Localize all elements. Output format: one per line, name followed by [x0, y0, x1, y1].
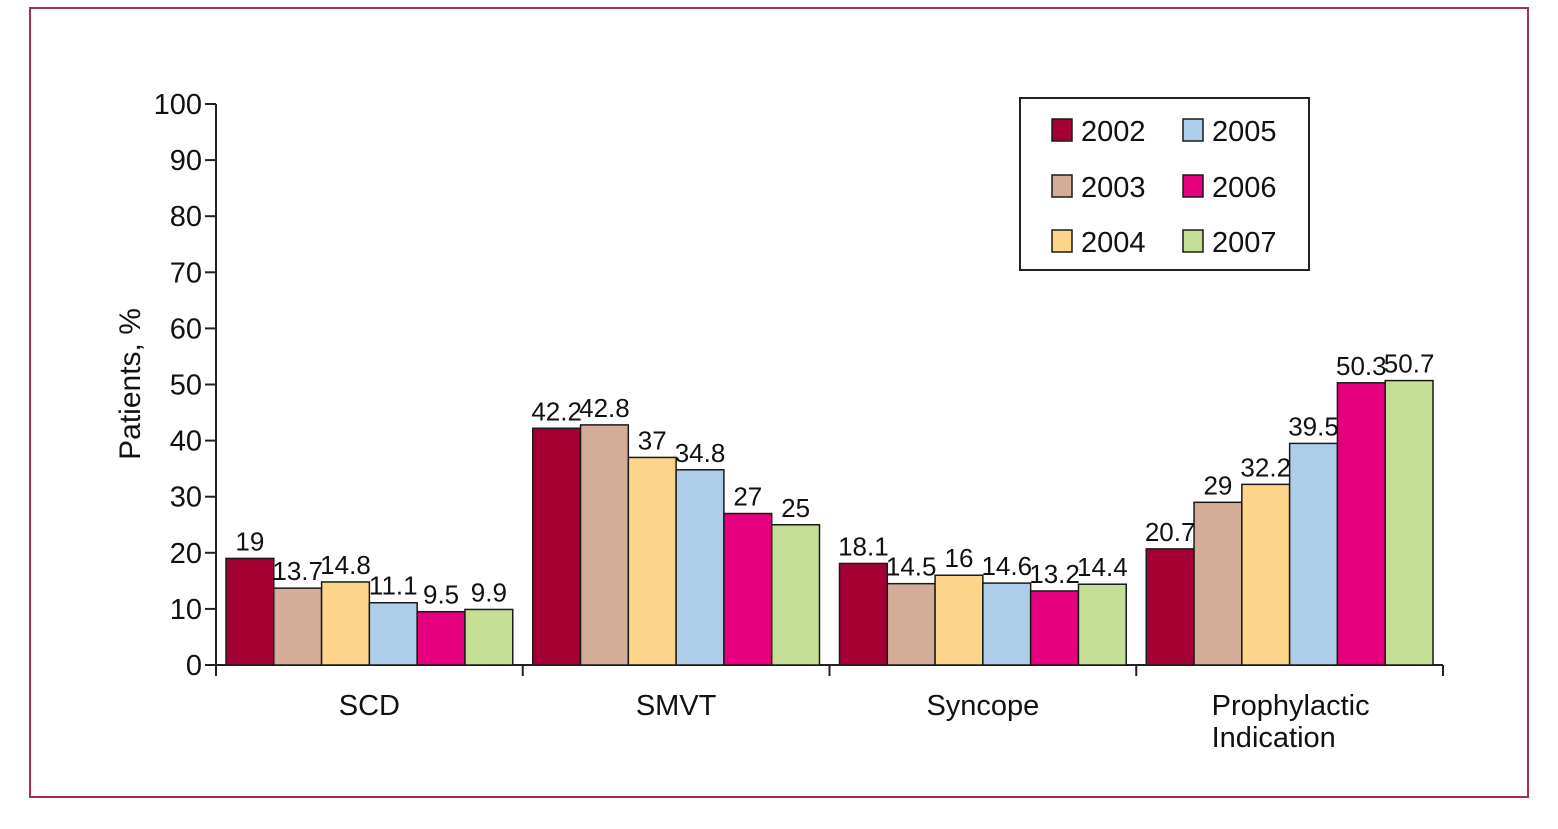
bar-value-label: 11.1 — [369, 571, 418, 601]
bar-value-label: 27 — [733, 482, 762, 512]
bar-value-label: 13.7 — [272, 556, 323, 586]
bar-2007-3 — [1384, 379, 1434, 666]
category-label: SCD — [339, 690, 400, 722]
bar-data-labels: 19 13.714.811.1 9.5 9.9 42.242.8 37 34.827 25 18… — [235, 349, 1434, 610]
legend-label-2007: 2007 — [1212, 227, 1277, 259]
legend-swatch-2007 — [1182, 229, 1204, 253]
bar-2005-1 — [675, 469, 725, 666]
y-tick-label: 20 — [170, 538, 202, 570]
bar-2007-2 — [1077, 583, 1128, 666]
bar-value-label: 42.8 — [579, 393, 630, 423]
category-label: SMVT — [636, 690, 717, 722]
y-axis-label: Patients, % — [114, 308, 147, 460]
bar-value-label: 34.8 — [675, 438, 726, 468]
legend-swatch-2005 — [1182, 118, 1204, 142]
y-tick-label: 0 — [186, 650, 202, 682]
bar-2002-0 — [225, 557, 275, 666]
bar-value-label: 29 — [1203, 470, 1232, 500]
bar-2007-1 — [770, 524, 821, 666]
bar-value-label: 25 — [781, 493, 810, 523]
bar-value-label: 42.2 — [531, 396, 582, 426]
bar-2006-2 — [1029, 590, 1080, 666]
bar-value-label: 14.4 — [1077, 552, 1128, 582]
legend-label-2004: 2004 — [1081, 227, 1146, 259]
legend-label-2006: 2006 — [1212, 172, 1277, 204]
legend-label-2005: 2005 — [1212, 116, 1277, 148]
y-tick-label: 40 — [170, 426, 202, 458]
bar-2004-0 — [320, 581, 371, 666]
bar-value-label: 14.8 — [320, 550, 371, 580]
bar-value-label: 18.1 — [838, 531, 889, 561]
bar-2006-0 — [416, 610, 466, 666]
bar-2004-1 — [627, 456, 677, 666]
bar-2003-2 — [886, 582, 936, 666]
bar-2006-1 — [723, 512, 773, 666]
legend-label-2003: 2003 — [1081, 172, 1146, 204]
y-tick-label: 30 — [170, 482, 202, 514]
bar-value-label: 14.5 — [886, 552, 937, 582]
legend-swatch-2002 — [1051, 118, 1073, 142]
bar-value-label: 39.5 — [1288, 411, 1339, 441]
y-tick-label: 90 — [170, 145, 202, 177]
bar-value-label: 14.6 — [981, 551, 1032, 581]
category-labels: SCD SMVT Syncope Prophylactic Indication — [339, 690, 1370, 754]
bar-2003-0 — [273, 587, 323, 666]
bar-2002-3 — [1145, 548, 1195, 666]
legend-swatch-2006 — [1182, 174, 1204, 198]
bar-value-label: 50.7 — [1384, 349, 1435, 379]
legend: 2002 2005 2003 2006 2004 2007 — [1019, 97, 1310, 271]
category-label: Prophylactic Indication — [1212, 690, 1370, 754]
legend-label-2002: 2002 — [1081, 116, 1146, 148]
y-tick-label: 100 — [154, 89, 202, 121]
bar-value-label: 50.3 — [1336, 351, 1387, 381]
bar-2003-1 — [579, 424, 630, 666]
bar-2004-2 — [934, 574, 984, 666]
bar-2005-0 — [368, 601, 418, 666]
bar-value-label: 16 — [945, 543, 974, 573]
category-label: Syncope — [926, 690, 1039, 722]
x-axis — [215, 664, 1444, 676]
bar-2002-1 — [532, 427, 582, 666]
figure-frame — [29, 7, 1529, 798]
y-tick-label: 70 — [170, 257, 202, 289]
bar-value-label: 32.2 — [1240, 452, 1291, 482]
bar-value-label: 37 — [638, 425, 667, 455]
y-tick-label: 10 — [170, 594, 202, 626]
bar-2003-3 — [1193, 501, 1243, 666]
legend-swatch-2004 — [1051, 229, 1073, 253]
bar-2005-2 — [982, 582, 1032, 666]
bar-value-label: 9.5 — [423, 580, 459, 610]
y-tick-label: 60 — [170, 313, 202, 345]
bar-2004-3 — [1241, 483, 1291, 666]
bar-2002-2 — [838, 562, 889, 666]
y-tick-label: 80 — [170, 201, 202, 233]
y-axis: 0 10 20 30 40 50 60 70 80 90 100 — [154, 89, 217, 682]
bar-2007-0 — [464, 608, 514, 666]
y-tick-label: 50 — [170, 370, 202, 402]
bars — [225, 379, 1434, 666]
bar-value-label: 20.7 — [1145, 517, 1196, 547]
bar-2005-3 — [1288, 442, 1339, 666]
legend-swatch-2003 — [1051, 174, 1073, 198]
bar-2006-3 — [1336, 382, 1386, 666]
bar-value-label: 9.9 — [471, 577, 507, 607]
bar-value-label: 19 — [235, 526, 264, 556]
bar-value-label: 13.2 — [1029, 559, 1080, 589]
